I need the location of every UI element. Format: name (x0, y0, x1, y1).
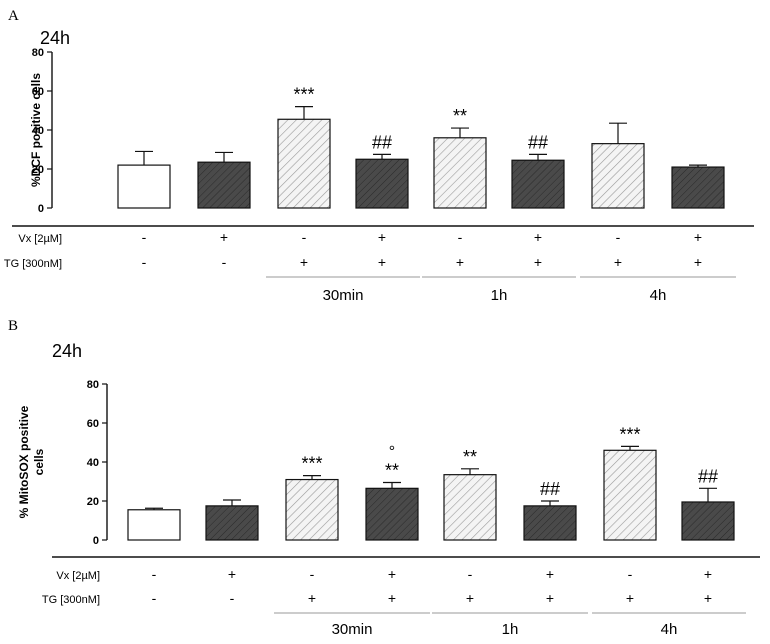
bar (197, 161, 251, 209)
condition-sign: - (458, 229, 463, 245)
y-tick-label: 80 (32, 47, 44, 59)
y-tick-label: 20 (32, 164, 44, 176)
significance-label: ## (698, 466, 718, 486)
y-axis-title-line: cells (32, 448, 46, 475)
condition-sign: + (534, 254, 542, 270)
condition-sign: + (388, 566, 396, 582)
panel-time-label: 24h (52, 341, 82, 361)
bar (603, 449, 657, 541)
condition-sign: + (300, 254, 308, 270)
condition-sign: + (378, 254, 386, 270)
group-label: 30min (332, 621, 373, 638)
condition-sign: + (694, 254, 702, 270)
significance-label: *** (301, 454, 322, 474)
bar (523, 505, 577, 541)
significance-label: ** (385, 460, 399, 480)
condition-sign: + (614, 254, 622, 270)
y-tick-label: 20 (87, 496, 99, 508)
significance-label: ## (372, 132, 392, 152)
panel-letter: B (8, 318, 18, 334)
y-tick-label: 0 (38, 203, 44, 215)
condition-label: Vx [2µM] (56, 570, 100, 582)
condition-label: TG [300nM] (4, 258, 62, 270)
condition-sign: + (534, 229, 542, 245)
group-label: 1h (491, 287, 508, 304)
condition-sign: - (222, 254, 227, 270)
condition-sign: - (310, 566, 315, 582)
y-axis-title-line: % MitoSOX positive (17, 405, 31, 518)
significance-label: *** (293, 85, 314, 105)
bar (591, 143, 645, 209)
condition-sign: + (694, 229, 702, 245)
y-tick-label: 80 (87, 379, 99, 391)
bar (681, 501, 735, 541)
y-tick-label: 0 (93, 535, 99, 547)
group-label: 1h (502, 621, 519, 638)
bar (117, 164, 171, 209)
condition-sign: - (142, 254, 147, 270)
condition-sign: + (308, 590, 316, 606)
bar (285, 478, 339, 541)
bar (511, 159, 565, 209)
condition-sign: + (378, 229, 386, 245)
significance-label: ## (540, 479, 560, 499)
group-label: 4h (661, 621, 678, 638)
condition-sign: - (152, 590, 157, 606)
condition-sign: - (628, 566, 633, 582)
bar (433, 137, 487, 209)
condition-sign: - (230, 590, 235, 606)
condition-sign: - (468, 566, 473, 582)
bar (355, 158, 409, 209)
condition-sign: + (228, 566, 236, 582)
condition-sign: + (626, 590, 634, 606)
group-label: 30min (323, 287, 364, 304)
significance-label: ** (453, 106, 467, 126)
significance-label: *** (619, 424, 640, 444)
y-tick-label: 40 (87, 457, 99, 469)
condition-sign: - (152, 566, 157, 582)
bar (205, 505, 259, 541)
condition-sign: + (466, 590, 474, 606)
y-tick-label: 60 (32, 86, 44, 98)
significance-label: ## (528, 132, 548, 152)
condition-label: Vx [2µM] (18, 233, 62, 245)
condition-sign: + (704, 566, 712, 582)
bar (127, 509, 181, 541)
condition-sign: + (456, 254, 464, 270)
condition-sign: + (704, 590, 712, 606)
bar (365, 487, 419, 541)
y-axis-title: %DCF positive cells (29, 73, 43, 187)
panel-time-label: 24h (40, 28, 70, 48)
significance-label: ** (463, 447, 477, 467)
bar (277, 118, 331, 209)
condition-sign: - (302, 229, 307, 245)
condition-sign: + (546, 566, 554, 582)
significance-label-top: ° (389, 443, 395, 460)
bar (671, 166, 725, 209)
condition-sign: - (142, 229, 147, 245)
panel-a: A 24h 0 20 40 60 80 %DCF positive cells *** ## ** #… (4, 8, 754, 304)
y-tick-label: 40 (32, 125, 44, 137)
panel-letter: A (8, 8, 19, 24)
condition-sign: + (388, 590, 396, 606)
group-label: 4h (650, 287, 667, 304)
y-tick-label: 60 (87, 418, 99, 430)
condition-sign: + (546, 590, 554, 606)
bar (443, 474, 497, 541)
condition-sign: - (616, 229, 621, 245)
condition-label: TG [300nM] (42, 594, 100, 606)
condition-sign: + (220, 229, 228, 245)
